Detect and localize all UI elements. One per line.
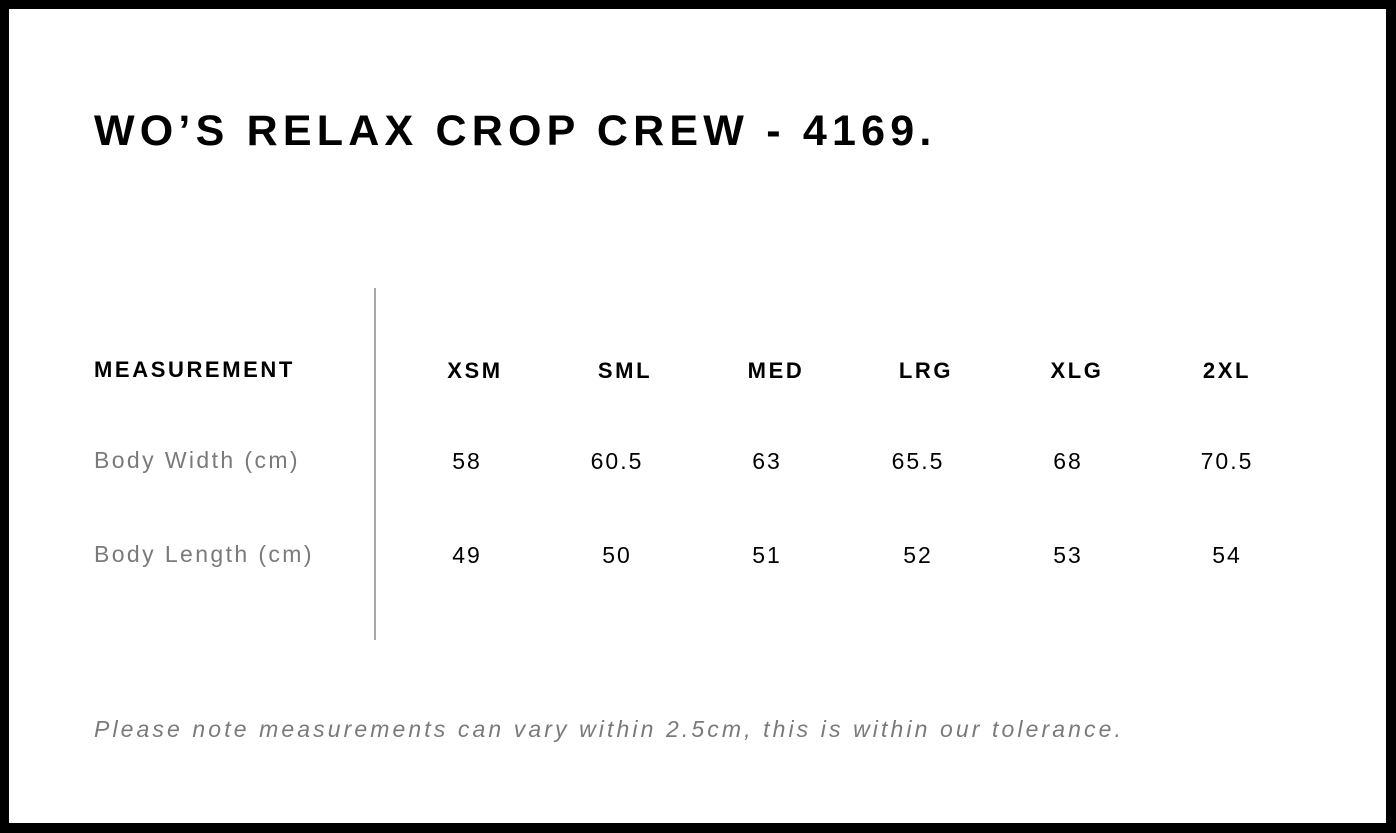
table-cell: 58 bbox=[452, 448, 482, 474]
table-cell: 60.5 bbox=[590, 448, 644, 474]
size-header-xsm: XSM bbox=[447, 358, 503, 383]
column-divider bbox=[374, 288, 376, 640]
size-header-med: MED bbox=[747, 358, 805, 383]
page-title: WO’S RELAX CROP CREW - 4169. bbox=[94, 107, 937, 155]
table-cell: 50 bbox=[602, 542, 632, 568]
size-header-lrg: LRG bbox=[898, 358, 954, 383]
table-cell: 51 bbox=[752, 542, 782, 568]
table-cell: 53 bbox=[1053, 542, 1083, 568]
table-cell: 54 bbox=[1212, 542, 1242, 568]
table-cell: 68 bbox=[1053, 448, 1083, 474]
table-cell: 49 bbox=[452, 542, 482, 568]
row-label-body-length: Body Length (cm) bbox=[94, 541, 314, 567]
table-cell: 52 bbox=[903, 542, 933, 568]
table-cell: 65.5 bbox=[891, 448, 945, 474]
measurement-header: MEASUREMENT bbox=[94, 357, 295, 382]
size-header-2xl: 2XL bbox=[1202, 358, 1252, 383]
size-chart-card: WO’S RELAX CROP CREW - 4169. MEASUREMENT… bbox=[9, 9, 1386, 823]
size-header-xlg: XLG bbox=[1050, 358, 1104, 383]
row-label-body-width: Body Width (cm) bbox=[94, 447, 300, 473]
size-header-sml: SML bbox=[597, 358, 653, 383]
table-cell: 70.5 bbox=[1200, 448, 1254, 474]
table-cell: 63 bbox=[752, 448, 782, 474]
tolerance-note: Please note measurements can vary within… bbox=[94, 716, 1125, 742]
